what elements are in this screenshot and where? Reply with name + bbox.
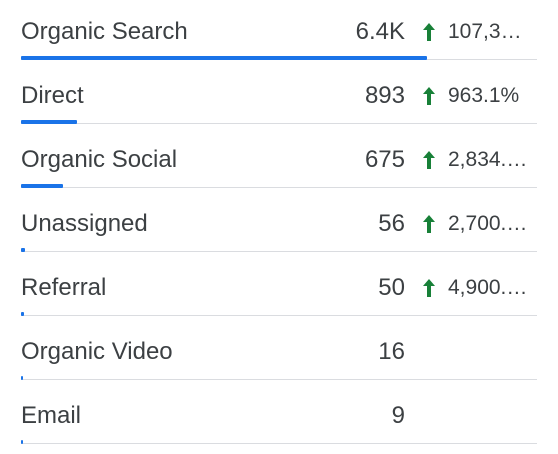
channel-value: 16 xyxy=(378,338,405,365)
channel-label: Organic Video xyxy=(21,338,173,365)
channel-label: Organic Search xyxy=(21,18,188,45)
share-bar xyxy=(21,248,25,252)
share-track xyxy=(21,120,537,124)
list-item-organic-social[interactable]: Organic Social 675 2,834.… xyxy=(0,128,558,192)
channel-label: Direct xyxy=(21,82,84,109)
share-bar xyxy=(21,184,63,188)
channel-label: Organic Social xyxy=(21,146,178,173)
change-cell: 2,700.… xyxy=(422,204,540,244)
share-bar xyxy=(21,56,427,60)
share-track xyxy=(21,376,537,380)
channel-label: Referral xyxy=(21,274,107,301)
share-bar xyxy=(21,376,23,380)
share-bar xyxy=(21,440,23,444)
change-percent: 2,700.… xyxy=(448,212,528,235)
arrow-up-icon xyxy=(422,76,436,116)
share-bar xyxy=(21,120,77,124)
channel-value: 56 xyxy=(378,210,405,237)
list-item-organic-video[interactable]: Organic Video 16 - xyxy=(0,320,558,384)
share-track xyxy=(21,248,537,252)
arrow-up-icon xyxy=(422,12,436,52)
change-cell: 107,33… xyxy=(422,12,540,52)
channel-value: 50 xyxy=(378,274,405,301)
share-bar xyxy=(21,312,24,316)
arrow-up-icon xyxy=(422,204,436,244)
channel-value: 9 xyxy=(391,402,405,429)
channel-label: Email xyxy=(21,402,82,429)
list-item-organic-search[interactable]: Organic Search 6.4K 107,33… xyxy=(0,0,558,64)
change-percent: 107,33… xyxy=(448,20,530,43)
change-percent: 963.1% xyxy=(448,84,520,107)
channel-value: 893 xyxy=(364,82,405,109)
list-item-direct[interactable]: Direct 893 963.1% xyxy=(0,64,558,128)
change-cell: 4,900.… xyxy=(422,268,540,308)
share-track xyxy=(21,56,537,60)
arrow-up-icon xyxy=(422,268,436,308)
channel-value: 675 xyxy=(364,146,405,173)
share-track xyxy=(21,184,537,188)
change-cell: 963.1% xyxy=(422,76,540,116)
share-track xyxy=(21,312,537,316)
change-percent: 4,900.… xyxy=(448,276,528,299)
share-track xyxy=(21,440,537,444)
change-percent: 2,834.… xyxy=(448,148,528,171)
list-item-referral[interactable]: Referral 50 4,900.… xyxy=(0,256,558,320)
list-item-unassigned[interactable]: Unassigned 56 2,700.… xyxy=(0,192,558,256)
change-cell: 2,834.… xyxy=(422,140,540,180)
channel-label: Unassigned xyxy=(21,210,148,237)
list-item-email[interactable]: Email 9 - xyxy=(0,384,558,448)
arrow-up-icon xyxy=(422,140,436,180)
channel-value: 6.4K xyxy=(355,18,405,45)
